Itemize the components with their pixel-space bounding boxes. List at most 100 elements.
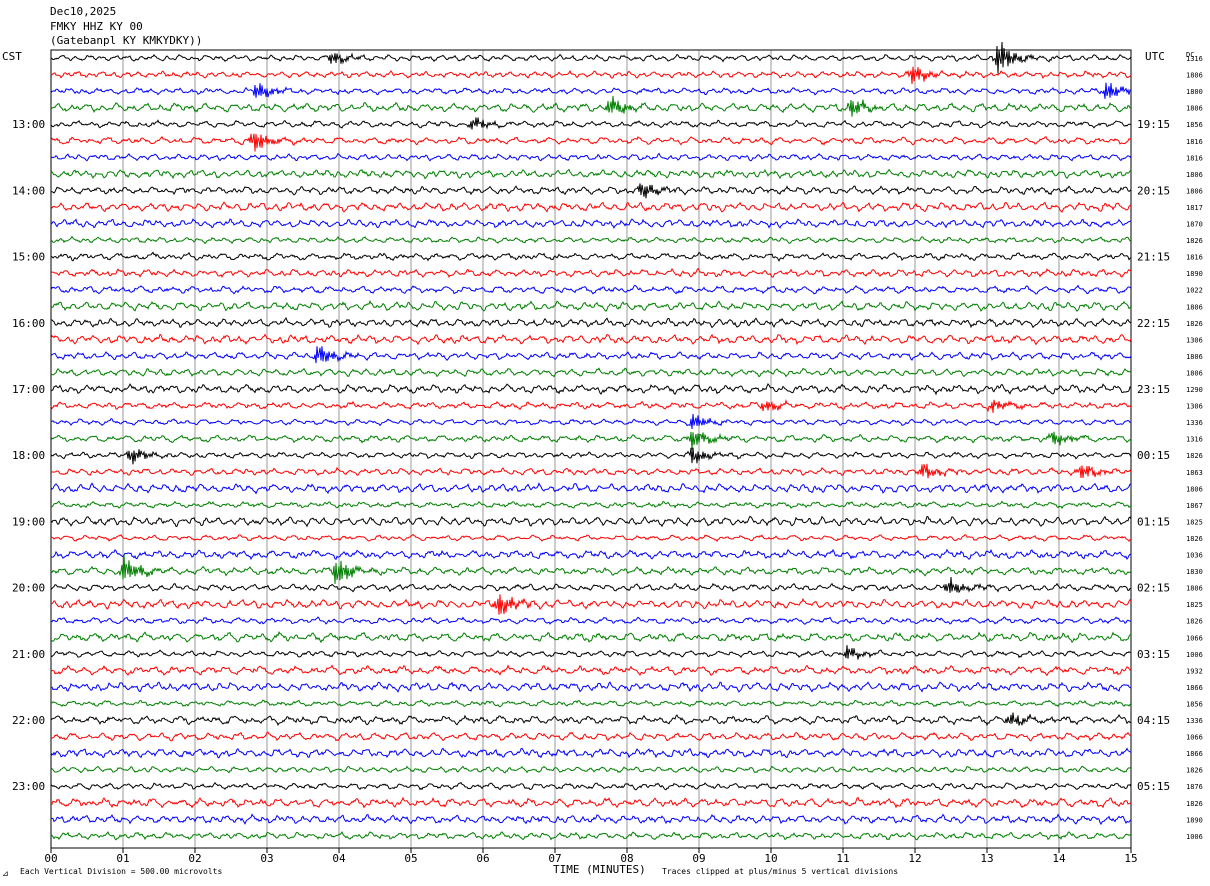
dc-value: 1826	[1186, 452, 1203, 460]
x-tick-label: 00	[44, 852, 57, 865]
trace-line	[50, 515, 1132, 528]
dc-value: 1806	[1186, 72, 1203, 80]
dc-value: 1806	[1186, 303, 1203, 311]
trace-line	[50, 235, 1132, 245]
trace-line	[50, 554, 1132, 585]
dc-value: 1066	[1186, 634, 1203, 642]
left-hour-label: 14:00	[12, 184, 45, 197]
trace-line	[50, 183, 1132, 199]
trace-line	[50, 431, 1132, 450]
trace-line	[50, 781, 1132, 791]
trace-line	[50, 251, 1132, 262]
trace-line	[50, 533, 1132, 543]
x-tick-label: 08	[620, 852, 633, 865]
plot-date: Dec10,2025	[50, 5, 117, 18]
dc-value: 1816	[1186, 138, 1203, 146]
x-tick-label: 05	[404, 852, 417, 865]
dc-value: 1806	[1186, 187, 1203, 195]
dc-value: 1866	[1186, 684, 1203, 692]
x-axis-title: TIME (MINUTES)	[553, 863, 646, 876]
dc-value: 1890	[1186, 270, 1203, 278]
dc-value: 1036	[1186, 552, 1203, 560]
dc-value: 1825	[1186, 518, 1203, 526]
trace-line	[50, 765, 1132, 774]
scale-note: Each Vertical Division = 500.00 microvol…	[20, 867, 223, 876]
left-hour-label: 15:00	[12, 251, 45, 264]
dc-value: 1806	[1186, 585, 1203, 593]
trace-line	[50, 333, 1132, 346]
right-hour-label: 21:15	[1137, 251, 1170, 264]
x-tick-label: 02	[188, 852, 201, 865]
left-hour-label: 16:00	[12, 317, 45, 330]
dc-value: 1806	[1186, 369, 1203, 377]
trace-line	[50, 267, 1132, 279]
trace-line	[50, 548, 1132, 561]
dc-value: 1826	[1186, 800, 1203, 808]
trace-line	[50, 316, 1132, 329]
trace-line	[50, 616, 1132, 625]
trace-line	[50, 731, 1132, 742]
dc-value: 1870	[1186, 221, 1203, 229]
dc-value: 1022	[1186, 287, 1203, 295]
dc-value: 1806	[1186, 105, 1203, 113]
trace-line	[50, 577, 1132, 594]
trace-line	[50, 218, 1132, 230]
trace-line	[50, 500, 1132, 510]
right-hour-label: 20:15	[1137, 184, 1170, 197]
trace-line	[50, 813, 1132, 826]
dc-value: 1290	[1186, 386, 1203, 394]
x-tick-label: 07	[548, 852, 561, 865]
trace-line	[50, 482, 1132, 495]
dc-value: 1006	[1186, 833, 1203, 841]
dc-value: 1876	[1186, 783, 1203, 791]
x-tick-label: 01	[116, 852, 129, 865]
right-hour-label: 01:15	[1137, 515, 1170, 528]
dc-value: 1006	[1186, 651, 1203, 659]
trace-line	[50, 133, 1132, 152]
right-hour-label: 19:15	[1137, 118, 1170, 131]
trace-line	[50, 168, 1132, 180]
trace-line	[50, 447, 1132, 465]
x-tick-label: 06	[476, 852, 489, 865]
right-hour-label: 03:15	[1137, 648, 1170, 661]
dc-value: 1856	[1186, 121, 1203, 129]
trace-line	[50, 631, 1132, 644]
x-tick-label: 15	[1124, 852, 1137, 865]
dc-value: 1826	[1186, 535, 1203, 543]
dc-value: 1866	[1186, 750, 1203, 758]
x-tick-label: 10	[764, 852, 777, 865]
x-tick-label: 12	[908, 852, 921, 865]
trace-line	[50, 346, 1132, 364]
trace-line	[50, 82, 1132, 99]
trace-line	[50, 201, 1132, 213]
right-hour-label: 00:15	[1137, 449, 1170, 462]
plot-frame	[50, 49, 1132, 849]
x-tick-label: 03	[260, 852, 273, 865]
dc-value: 1306	[1186, 336, 1203, 344]
left-hour-label: 13:00	[12, 118, 45, 131]
left-hour-label: 17:00	[12, 383, 45, 396]
dc-value: 1826	[1186, 237, 1203, 245]
dc-value: 1932	[1186, 667, 1203, 675]
dc-value: 1806	[1186, 171, 1203, 179]
dc-value: 1856	[1186, 700, 1203, 708]
x-tick-label: 09	[692, 852, 705, 865]
station-name: FMKY HHZ KY 00	[50, 20, 143, 33]
left-hour-label: 23:00	[12, 780, 45, 793]
trace-line	[50, 383, 1132, 396]
dc-value: 1826	[1186, 618, 1203, 626]
right-hour-label: 02:15	[1137, 582, 1170, 595]
dc-value: 1306	[1186, 403, 1203, 411]
dc-value: 1867	[1186, 502, 1203, 510]
trace-line	[50, 747, 1132, 759]
left-timezone-label: CST	[2, 50, 22, 63]
dc-value: 1336	[1186, 717, 1203, 725]
dc-value: 1316	[1186, 55, 1203, 63]
left-hour-label: 21:00	[12, 648, 45, 661]
trace-line	[50, 41, 1132, 74]
right-hour-label: 23:15	[1137, 383, 1170, 396]
dc-value: 1817	[1186, 204, 1203, 212]
trace-line	[50, 664, 1132, 677]
scale-icon: ⊿	[2, 869, 9, 878]
